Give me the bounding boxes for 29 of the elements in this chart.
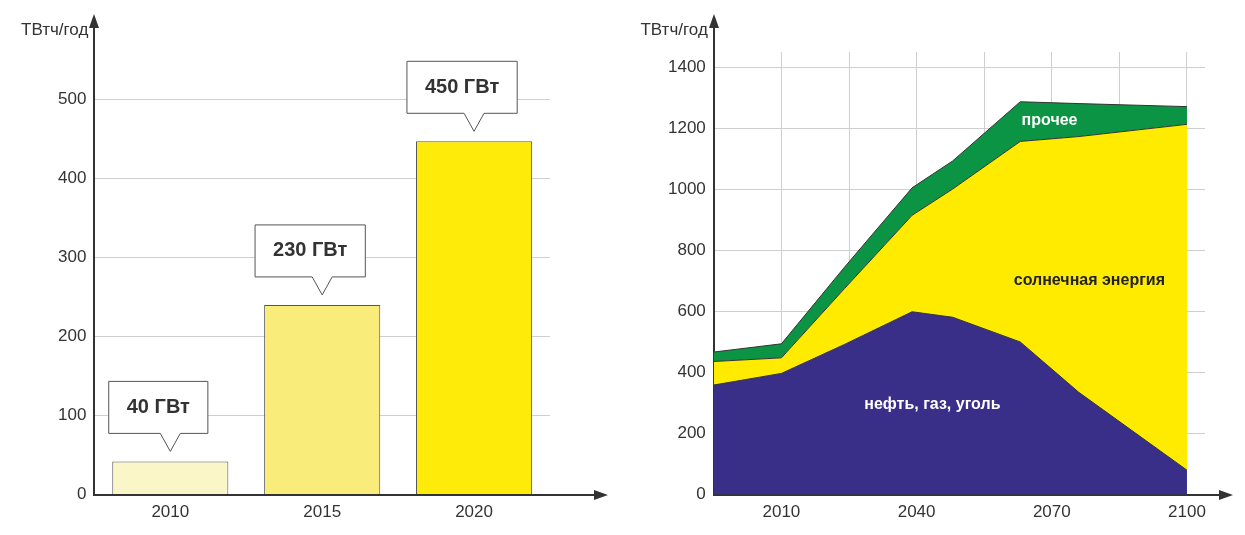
y-tick-label: 500 (57, 89, 87, 109)
x-tick-label: 2100 (1168, 502, 1206, 522)
x-tick-label: 2015 (303, 502, 342, 522)
x-tick-label: 2020 (455, 502, 493, 522)
x-tick-label: 2040 (897, 502, 936, 522)
y-axis-title: ТВтч/год (21, 19, 89, 39)
y-tick-label: 1000 (667, 179, 706, 199)
y-tick-label: 0 (76, 484, 87, 504)
y-tick-label: 1200 (667, 118, 706, 137)
series-label: нефть, газ, уголь (864, 394, 1001, 412)
y-axis-title: ТВтч/год (640, 19, 708, 39)
y-tick-label: 600 (677, 301, 706, 321)
annotation: 450 ГВт (424, 74, 500, 97)
annotation: 230 ГВт (273, 238, 348, 261)
y-tick-label: 400 (677, 362, 706, 382)
y-tick-label: 400 (57, 168, 87, 188)
y-tick-label: 300 (57, 247, 87, 267)
x-tick-label: 2010 (762, 502, 801, 522)
y-tick-label: 1400 (667, 56, 706, 76)
series-label: солнечная энергия (1013, 271, 1165, 289)
annotation: 40 ГВт (126, 394, 191, 417)
y-tick-label: 100 (57, 405, 87, 425)
x-tick-label: 2070 (1032, 502, 1071, 522)
series-label: прочее (1021, 111, 1078, 129)
y-tick-label: 200 (57, 326, 87, 346)
y-tick-label: 200 (677, 423, 706, 443)
y-tick-label: 0 (696, 484, 706, 504)
x-tick-label: 2010 (151, 502, 190, 522)
y-tick-label: 800 (677, 240, 706, 260)
